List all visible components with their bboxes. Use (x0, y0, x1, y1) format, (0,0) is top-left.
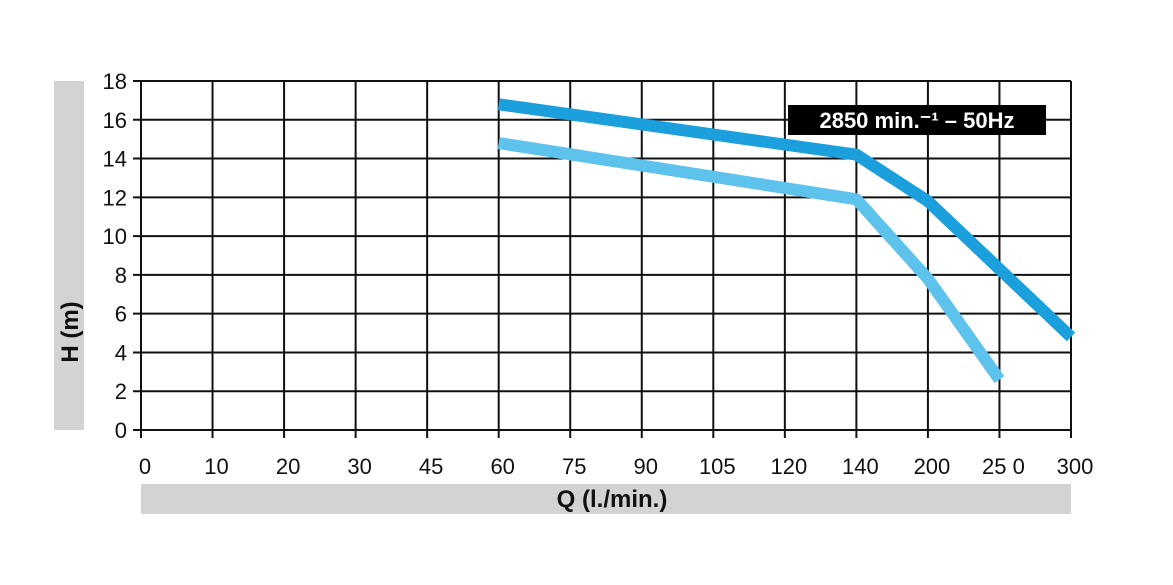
x-tick-label: 200 (914, 454, 951, 479)
y-tick-label: 10 (103, 224, 127, 249)
x-tick-label: 120 (770, 454, 807, 479)
y-axis-title: H (m) (57, 301, 84, 362)
x-tick-label: 30 (347, 454, 371, 479)
y-tick-label: 2 (115, 379, 127, 404)
y-tick-label: 12 (103, 185, 127, 210)
x-tick-label: 60 (490, 454, 514, 479)
x-tick-label: 25 0 (982, 454, 1025, 479)
x-tick-label: 105 (699, 454, 736, 479)
y-tick-label: 14 (103, 147, 127, 172)
speed-annotation: 2850 min.⁻¹ – 50Hz (788, 105, 1046, 135)
y-tick-label: 8 (115, 263, 127, 288)
x-tick-labels: 0 10 20 30 45 60 75 90 105 120 140 200 25 0 300 (139, 454, 1093, 479)
y-axis-title-band (54, 81, 84, 430)
x-axis-title-band (141, 484, 1071, 514)
y-tick-label: 0 (115, 418, 127, 443)
series-line-1 (497, 98, 1076, 342)
y-tick-label: 18 (103, 69, 127, 94)
series-lines (497, 98, 1076, 384)
x-tick-label: 90 (634, 454, 658, 479)
y-tick-label: 6 (115, 302, 127, 327)
x-axis-title: Q (l./min.) (557, 486, 668, 513)
series-line-2 (497, 137, 1005, 384)
x-tick-label: 10 (204, 454, 228, 479)
x-tick-label: 20 (276, 454, 300, 479)
x-tick-label: 140 (842, 454, 879, 479)
x-tick-label: 0 (139, 454, 151, 479)
y-tick-label: 4 (115, 340, 127, 365)
y-tick-label: 16 (103, 108, 127, 133)
annotation-box (788, 105, 1046, 135)
x-tick-label: 45 (419, 454, 443, 479)
y-tick-labels: 0 2 4 6 8 10 12 14 16 18 (103, 69, 127, 443)
x-tick-label: 75 (562, 454, 586, 479)
annotation-text: 2850 min.⁻¹ – 50Hz (819, 108, 1014, 133)
x-tick-label: 300 (1057, 454, 1094, 479)
